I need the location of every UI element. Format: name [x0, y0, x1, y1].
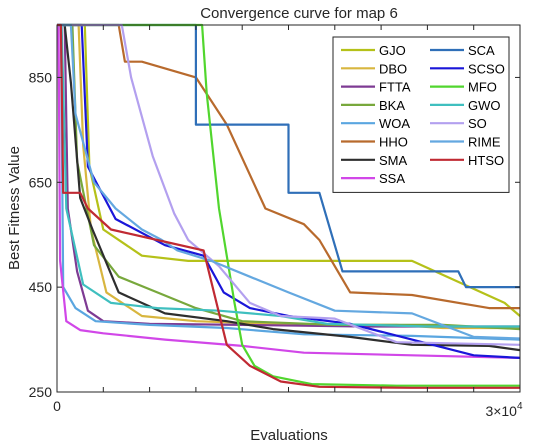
legend-label-gjo: GJO	[379, 43, 406, 58]
legend-label-sca: SCA	[468, 43, 495, 58]
series-line-mfo	[57, 23, 520, 387]
legend-label-mfo: MFO	[468, 80, 497, 95]
x-axis-multiplier: 3×104	[485, 401, 523, 419]
series-line-htso	[57, 23, 520, 389]
legend-label-bka: BKA	[379, 98, 405, 113]
legend-label-rime: RIME	[468, 135, 501, 150]
series-line-ftta	[57, 23, 520, 328]
y-tick-labels: 250 450 650 850	[29, 69, 53, 400]
y-tick-label: 450	[29, 279, 53, 295]
y-tick-label: 250	[29, 384, 53, 400]
legend: GJO DBO FTTA BKA WOA HHO SMA SSA SCA SCSO MFO GWO SO…	[332, 36, 510, 193]
x-axis-label: Evaluations	[250, 427, 328, 444]
y-axis-label: Best Fitness Value	[6, 146, 23, 270]
legend-label-htso: HTSO	[468, 153, 504, 168]
legend-box	[332, 36, 510, 193]
series-line-gwo	[57, 23, 520, 328]
series-line-hho	[57, 23, 520, 310]
series-line-scso	[57, 23, 521, 359]
legend-label-gwo: GWO	[468, 98, 501, 113]
x-tick-label-0: 0	[53, 398, 61, 414]
series-line-sca	[57, 23, 520, 289]
x-axis-multiplier-base: 3×10	[485, 403, 517, 419]
axes	[56, 24, 521, 393]
legend-label-scso: SCSO	[468, 61, 505, 76]
legend-label-dbo: DBO	[379, 61, 407, 76]
chart-title: Convergence curve for map 6	[200, 5, 398, 22]
series-line-sma	[57, 23, 521, 352]
legend-label-ssa: SSA	[379, 171, 405, 186]
series-line-gjo	[57, 23, 521, 317]
legend-label-ftta: FTTA	[379, 80, 411, 95]
legend-label-woa: WOA	[379, 116, 410, 131]
legend-label-so: SO	[468, 116, 487, 131]
legend-label-hho: HHO	[379, 135, 408, 150]
y-tick-label: 850	[29, 69, 53, 85]
series-line-rime	[57, 23, 521, 340]
x-axis-multiplier-exponent: 4	[517, 401, 523, 412]
legend-label-sma: SMA	[379, 153, 408, 168]
y-tick-label: 650	[29, 174, 53, 190]
